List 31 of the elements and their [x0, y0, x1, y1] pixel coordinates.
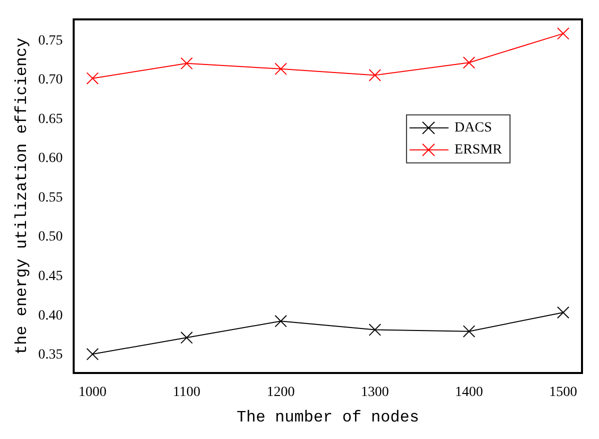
x-axis-title: The number of nodes — [236, 408, 420, 427]
point — [274, 62, 287, 76]
point — [86, 72, 99, 84]
y-tick-label: 0.65 — [38, 112, 63, 127]
y-tick-label: 0.40 — [38, 308, 63, 324]
y-tick-label: 0.75 — [38, 33, 63, 48]
point — [368, 69, 382, 82]
point — [180, 57, 193, 70]
x-tick-label: 1400 — [455, 385, 484, 400]
point — [368, 324, 382, 336]
y-tick-label: 0.55 — [38, 190, 63, 206]
y-tick-label: 0.70 — [38, 72, 63, 88]
legend-label: ERSMR — [454, 142, 503, 158]
y-tick-label: 0.35 — [38, 348, 63, 363]
point — [557, 306, 570, 319]
point — [86, 348, 99, 360]
point — [274, 314, 287, 328]
point — [462, 325, 476, 338]
x-tick-label: 1500 — [549, 385, 578, 400]
x-tick-label: 1300 — [360, 385, 389, 400]
x-tick-label: 1100 — [172, 385, 200, 400]
y-tick-label: 0.45 — [38, 269, 63, 284]
y-axis-title: the energy utilization efficiency — [12, 37, 31, 355]
x-tick-label: 1200 — [266, 385, 295, 400]
point — [180, 331, 193, 344]
legend-label: DACS — [454, 120, 492, 136]
point — [557, 27, 570, 40]
x-tick-label: 1000 — [78, 385, 107, 400]
point — [462, 56, 476, 69]
y-tick-label: 0.50 — [38, 230, 63, 245]
y-tick-label: 0.60 — [38, 151, 63, 166]
